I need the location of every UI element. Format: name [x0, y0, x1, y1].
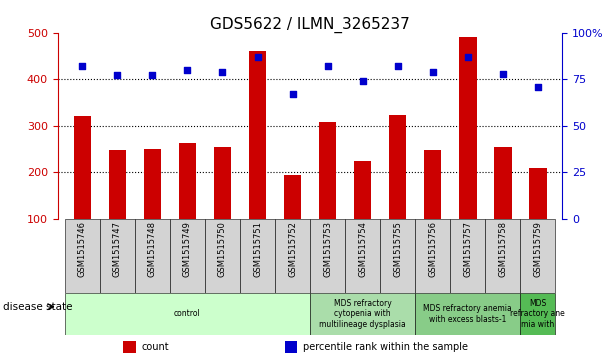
Text: disease state: disease state	[3, 302, 72, 312]
Text: GSM1515751: GSM1515751	[253, 221, 262, 277]
Text: control: control	[174, 309, 201, 318]
Point	[148, 73, 157, 78]
Point	[358, 78, 367, 84]
Point	[182, 67, 192, 73]
Point	[218, 69, 227, 75]
Bar	[143, 149, 161, 219]
Text: GSM1515746: GSM1515746	[78, 221, 87, 277]
Text: GSM1515753: GSM1515753	[323, 221, 332, 277]
Bar	[285, 341, 297, 353]
Text: percentile rank within the sample: percentile rank within the sample	[303, 342, 468, 352]
FancyBboxPatch shape	[520, 293, 555, 335]
Point	[77, 63, 87, 69]
Bar	[109, 150, 126, 219]
Text: GSM1515747: GSM1515747	[113, 221, 122, 277]
Point	[112, 73, 122, 78]
Text: GSM1515752: GSM1515752	[288, 221, 297, 277]
Text: GSM1515758: GSM1515758	[499, 221, 507, 277]
Text: GSM1515750: GSM1515750	[218, 221, 227, 277]
Text: GSM1515754: GSM1515754	[358, 221, 367, 277]
Title: GDS5622 / ILMN_3265237: GDS5622 / ILMN_3265237	[210, 16, 410, 33]
Text: MDS refractory anemia
with excess blasts-1: MDS refractory anemia with excess blasts…	[423, 304, 512, 323]
Point	[463, 54, 472, 60]
FancyBboxPatch shape	[345, 219, 380, 293]
Text: GSM1515756: GSM1515756	[428, 221, 437, 277]
Bar	[529, 168, 547, 219]
FancyBboxPatch shape	[415, 293, 520, 335]
Point	[288, 91, 297, 97]
Point	[253, 54, 263, 60]
Point	[323, 63, 333, 69]
FancyBboxPatch shape	[451, 219, 485, 293]
Bar	[179, 143, 196, 219]
Text: MDS refractory
cytopenia with
multilineage dysplasia: MDS refractory cytopenia with multilinea…	[319, 299, 406, 329]
FancyBboxPatch shape	[380, 219, 415, 293]
FancyBboxPatch shape	[275, 219, 310, 293]
Bar	[249, 51, 266, 219]
Point	[393, 63, 402, 69]
FancyBboxPatch shape	[135, 219, 170, 293]
Bar	[319, 122, 336, 219]
Bar	[123, 341, 136, 353]
FancyBboxPatch shape	[100, 219, 135, 293]
Bar	[389, 115, 407, 219]
FancyBboxPatch shape	[310, 293, 415, 335]
FancyBboxPatch shape	[415, 219, 451, 293]
Text: MDS
refractory ane
mia with: MDS refractory ane mia with	[511, 299, 565, 329]
Bar	[459, 37, 477, 219]
FancyBboxPatch shape	[485, 219, 520, 293]
Text: count: count	[141, 342, 168, 352]
Text: GSM1515749: GSM1515749	[183, 221, 192, 277]
FancyBboxPatch shape	[240, 219, 275, 293]
Bar	[74, 117, 91, 219]
Bar	[213, 147, 231, 219]
Bar	[284, 175, 302, 219]
Text: GSM1515755: GSM1515755	[393, 221, 402, 277]
Point	[428, 69, 438, 75]
Bar	[494, 147, 511, 219]
Text: GSM1515759: GSM1515759	[533, 221, 542, 277]
Point	[498, 71, 508, 77]
FancyBboxPatch shape	[65, 219, 100, 293]
FancyBboxPatch shape	[310, 219, 345, 293]
FancyBboxPatch shape	[205, 219, 240, 293]
Bar	[424, 150, 441, 219]
Bar	[354, 160, 371, 219]
Text: GSM1515757: GSM1515757	[463, 221, 472, 277]
Text: GSM1515748: GSM1515748	[148, 221, 157, 277]
Point	[533, 84, 543, 90]
FancyBboxPatch shape	[170, 219, 205, 293]
FancyBboxPatch shape	[520, 219, 555, 293]
FancyBboxPatch shape	[65, 293, 310, 335]
